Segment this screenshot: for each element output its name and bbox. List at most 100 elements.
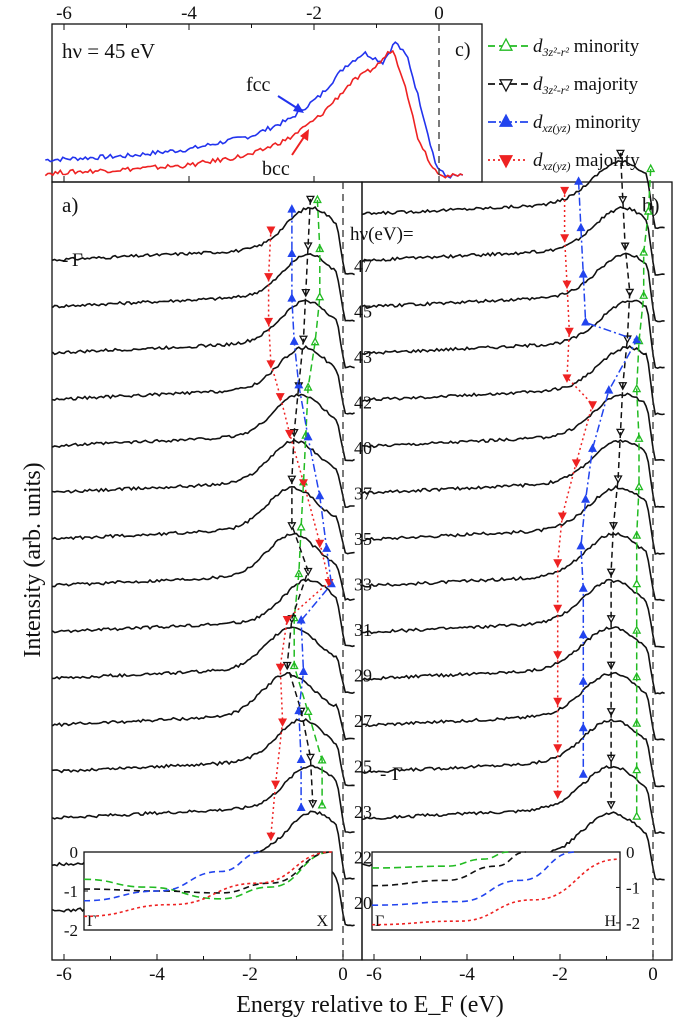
- hv-label: 40: [354, 438, 372, 458]
- b-spectrum-hv-23: [362, 718, 665, 788]
- a-spectrum-hv-33: [52, 532, 355, 602]
- b-spectrum-hv-35: [362, 439, 665, 508]
- b-tick-label: -2: [552, 964, 568, 985]
- hv-label: 35: [354, 529, 372, 549]
- b-inset-band: [371, 851, 576, 906]
- a-inset-frame: [83, 851, 333, 931]
- b-inset-ytick: -2: [626, 914, 640, 933]
- a-spectrum-hv-27: [51, 671, 355, 741]
- b-spectrum-hv-43: [362, 252, 665, 323]
- series-label-bcc: bcc: [262, 158, 290, 180]
- a-peak-dxz_maj: [264, 273, 274, 282]
- b-track-d3z2_min: [635, 169, 652, 817]
- a-inset-band: [83, 851, 333, 900]
- a-spectrum-hv-37: [52, 438, 355, 509]
- x-axis-label: Energy relative to E_F (eV): [236, 992, 503, 1018]
- panel-a-x-ticks: -6 -4 -2 0: [56, 954, 348, 985]
- b-peak-dxz_min: [576, 540, 586, 550]
- b-spectrum-hv-27: [361, 626, 665, 695]
- a-inset-xlabel-start: Γ: [87, 913, 96, 930]
- b-peak-d3z2_min: [632, 764, 642, 774]
- b-spectrum-hv-29: [362, 578, 665, 648]
- a-track-d3z2_min: [293, 199, 323, 806]
- b-track-dxz_maj: [556, 190, 594, 794]
- a-spectrum-hv-29: [52, 626, 355, 695]
- a-track-d3z2_maj: [286, 198, 314, 804]
- hv-header: hν(eV)=: [350, 224, 414, 245]
- b-track-d3z2_maj: [610, 152, 631, 805]
- a-inset-band: [83, 851, 333, 894]
- b-tick-label: -4: [459, 964, 475, 985]
- b-inset-ytick: -1: [626, 878, 640, 897]
- b-inset-xlabel-start: Γ: [375, 913, 384, 930]
- panel-c-label: c): [455, 39, 471, 61]
- panel-a-spectra: [51, 206, 355, 927]
- panel-a-label: a): [62, 193, 78, 217]
- panel-b-dispersion-lines: [556, 152, 652, 817]
- hv-label: 43: [354, 347, 372, 367]
- panel-a-inset: 0 -1 -2 Γ X: [64, 843, 333, 940]
- b-peak-dxz_maj: [553, 559, 563, 568]
- panel-b-markers: [553, 149, 656, 820]
- a-peak-dxz_maj: [264, 317, 274, 327]
- a-spectrum-hv-25: [52, 718, 355, 787]
- b-spectrum-hv-40: [362, 344, 665, 416]
- b-inset-band: [371, 858, 621, 926]
- a-tick-label: -6: [56, 964, 72, 985]
- panel-c-tick-label: -2: [306, 3, 322, 24]
- b-peak-dxz_maj: [553, 651, 563, 660]
- b-peak-dxz_min: [578, 769, 588, 778]
- b-spectrum-hv-31: [361, 532, 665, 602]
- b-spectrum-hv-22: [362, 765, 665, 834]
- hv-label: 31: [354, 620, 372, 640]
- a-tick-label: -2: [242, 964, 258, 985]
- a-spectrum-hv-40: [52, 393, 355, 462]
- legend-label: d3z²-r² majority: [533, 74, 639, 97]
- spectrum-fcc: [45, 41, 464, 179]
- a-inset-ytick: -1: [64, 882, 78, 901]
- b-spectrum-hv-33: [362, 484, 665, 556]
- panel-b-x-ticks: -6 -4 -2 0: [366, 954, 658, 985]
- b-peak-dxz_maj: [560, 234, 570, 243]
- panel-a: a) Γ - 0-1-2 Γ X -6 -4 -2 0: [51, 181, 363, 985]
- legend-marker: [498, 113, 514, 127]
- a-tick-label: 0: [338, 964, 348, 985]
- b-inset-xlabel-end: H: [604, 913, 616, 930]
- b-spectrum-hv-45: [361, 206, 665, 276]
- a-inset-ytick: -2: [64, 921, 78, 940]
- b-tick-label: 0: [648, 964, 658, 985]
- b-inset-band: [371, 851, 526, 887]
- b-spectrum-hv-37: [362, 392, 665, 462]
- a-spectrum-hv-45: [51, 253, 355, 322]
- a-inset-band: [83, 851, 263, 902]
- hv-labels: 47 45 43 42 40 37 35 33 31 29 27 25 23 22 20: [354, 256, 372, 913]
- legend-label: dxz(yz) minority: [533, 112, 641, 135]
- b-inset-frame: [371, 851, 621, 931]
- hv-label: 20: [354, 893, 372, 913]
- panel-b-dash: -: [380, 764, 386, 785]
- b-tick-label: -6: [366, 964, 382, 985]
- b-spectrum-hv-42: [362, 299, 665, 370]
- panel-a-dispersion-lines: [267, 198, 333, 836]
- a-spectrum-hv-23: [52, 764, 355, 834]
- b-inset-band: [371, 851, 509, 869]
- series-label-fcc: fcc: [246, 74, 271, 96]
- a-spectrum-hv-31: [51, 578, 355, 648]
- hv-label: 23: [354, 802, 372, 822]
- panel-b-frame: [361, 181, 673, 961]
- b-spectrum-hv-25: [362, 671, 665, 741]
- a-peak-d3z2_maj: [303, 567, 313, 577]
- hv-label: 27: [354, 711, 372, 731]
- legend-marker: [498, 155, 514, 169]
- panel-c: -6 -4 -2 0 c) hν = 45 eV fcc bcc: [44, 3, 483, 183]
- a-spectrum-hv-42: [52, 344, 355, 415]
- a-spectrum-hv-43: [51, 299, 355, 369]
- hv-label: 45: [354, 302, 372, 322]
- hv-label: 42: [354, 393, 372, 413]
- b-peak-d3z2_min: [632, 811, 642, 820]
- a-tick-label: -4: [149, 964, 165, 985]
- y-axis-label: Intensity (arb. units): [20, 462, 46, 657]
- legend-label: d3z²-r² minority: [533, 36, 640, 59]
- photon-energy-label: hν = 45 eV: [62, 39, 155, 63]
